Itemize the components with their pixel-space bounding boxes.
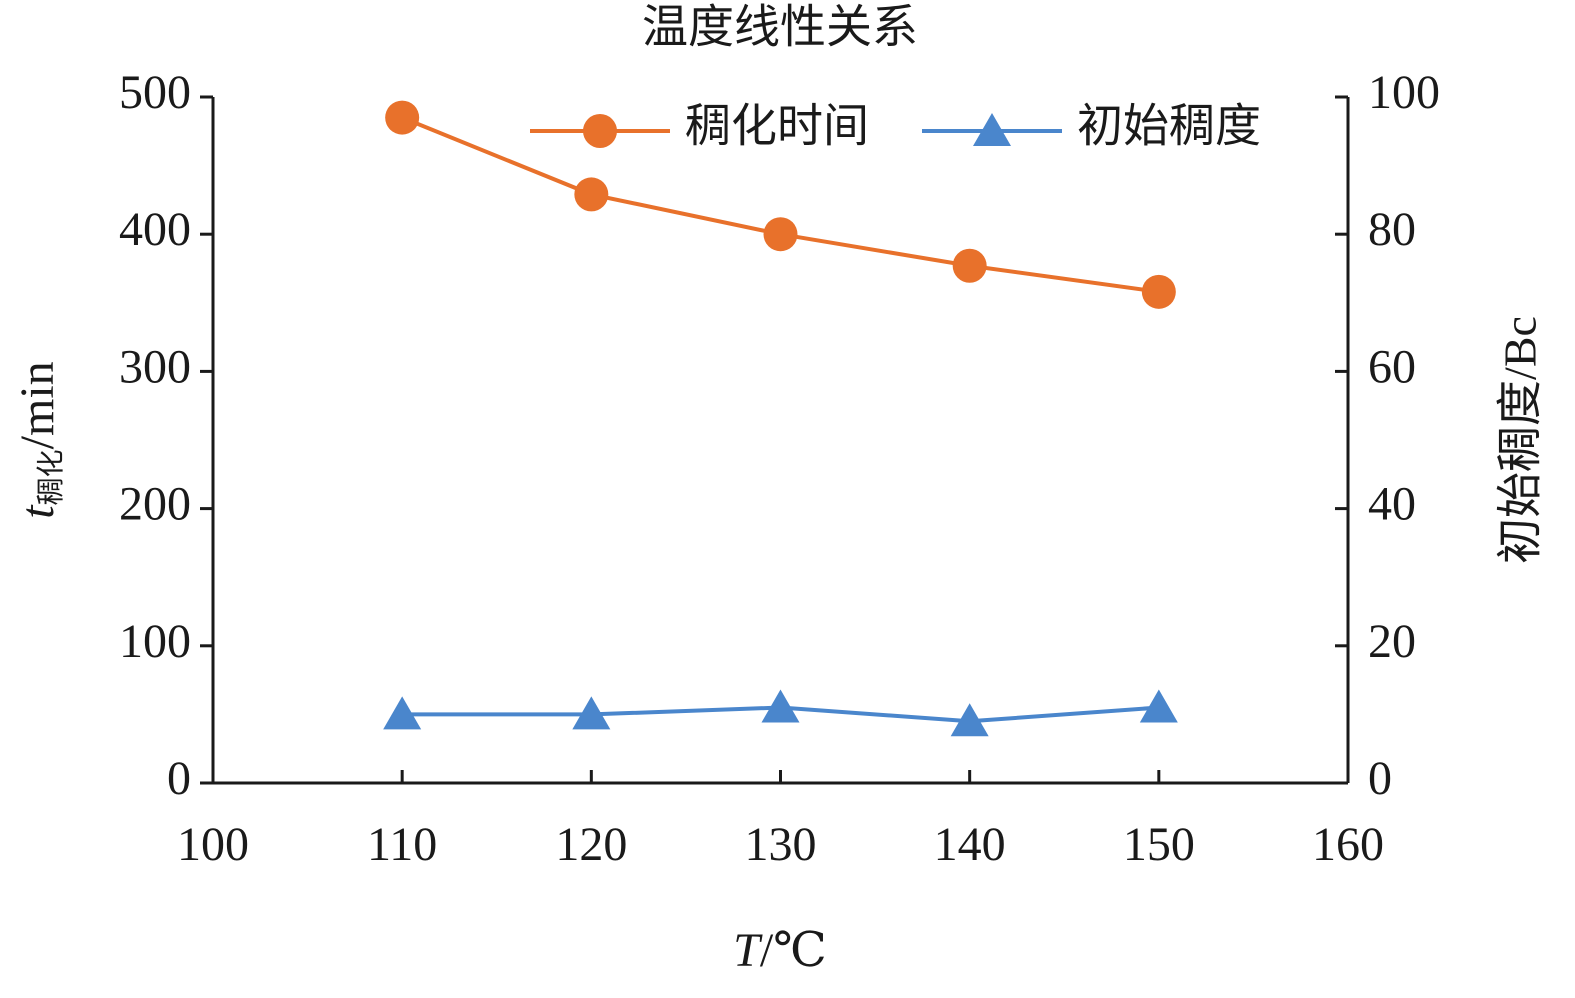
- data-point: [572, 696, 611, 730]
- y-tick-label: 100: [119, 615, 191, 668]
- x-tick-label: 120: [555, 818, 627, 871]
- x-tick-label: 140: [934, 818, 1006, 871]
- data-point: [761, 689, 800, 723]
- data-point: [574, 177, 609, 212]
- y-axis-label: t稠化/min: [11, 361, 67, 518]
- x-tick-label: 130: [745, 818, 817, 871]
- y2-tick-label: 20: [1368, 615, 1416, 668]
- x-axis-label: T/℃: [733, 924, 827, 977]
- y-tick-label: 400: [119, 203, 191, 256]
- x-label-var: T: [733, 924, 763, 977]
- legend-label: 初始稠度: [1077, 101, 1261, 152]
- x-tick-label: 100: [177, 818, 249, 871]
- y2-axis-label: 初始稠度/Bc: [1495, 316, 1546, 564]
- y-label-unit: /min: [11, 361, 64, 449]
- y-tick-label: 200: [119, 478, 191, 531]
- x-tick-label: 110: [367, 818, 437, 871]
- y-tick-label: 0: [167, 752, 191, 805]
- y2-tick-label: 100: [1368, 66, 1440, 119]
- y-label-var: t: [11, 504, 64, 519]
- y-tick-label: 500: [119, 66, 191, 119]
- x-tick-label: 150: [1123, 818, 1195, 871]
- legend-marker: [973, 113, 1011, 146]
- legend-label: 稠化时间: [685, 101, 869, 152]
- data-point: [1139, 689, 1178, 723]
- y2-tick-label: 40: [1368, 478, 1416, 531]
- y-label-sub: 稠化: [35, 449, 67, 505]
- y2-tick-label: 80: [1368, 203, 1416, 256]
- data-point: [763, 217, 798, 252]
- y-tick-label: 300: [119, 340, 191, 393]
- x-label-unit: /℃: [760, 924, 827, 977]
- data-point: [1141, 274, 1176, 309]
- legend-marker: [583, 114, 617, 148]
- data-point: [385, 100, 420, 135]
- chart-title: 温度线性关系: [642, 2, 918, 53]
- data-point: [950, 703, 989, 737]
- y2-tick-label: 0: [1368, 752, 1392, 805]
- x-tick-label: 160: [1312, 818, 1384, 871]
- data-point: [952, 248, 987, 283]
- y2-tick-label: 60: [1368, 340, 1416, 393]
- data-point: [383, 696, 422, 730]
